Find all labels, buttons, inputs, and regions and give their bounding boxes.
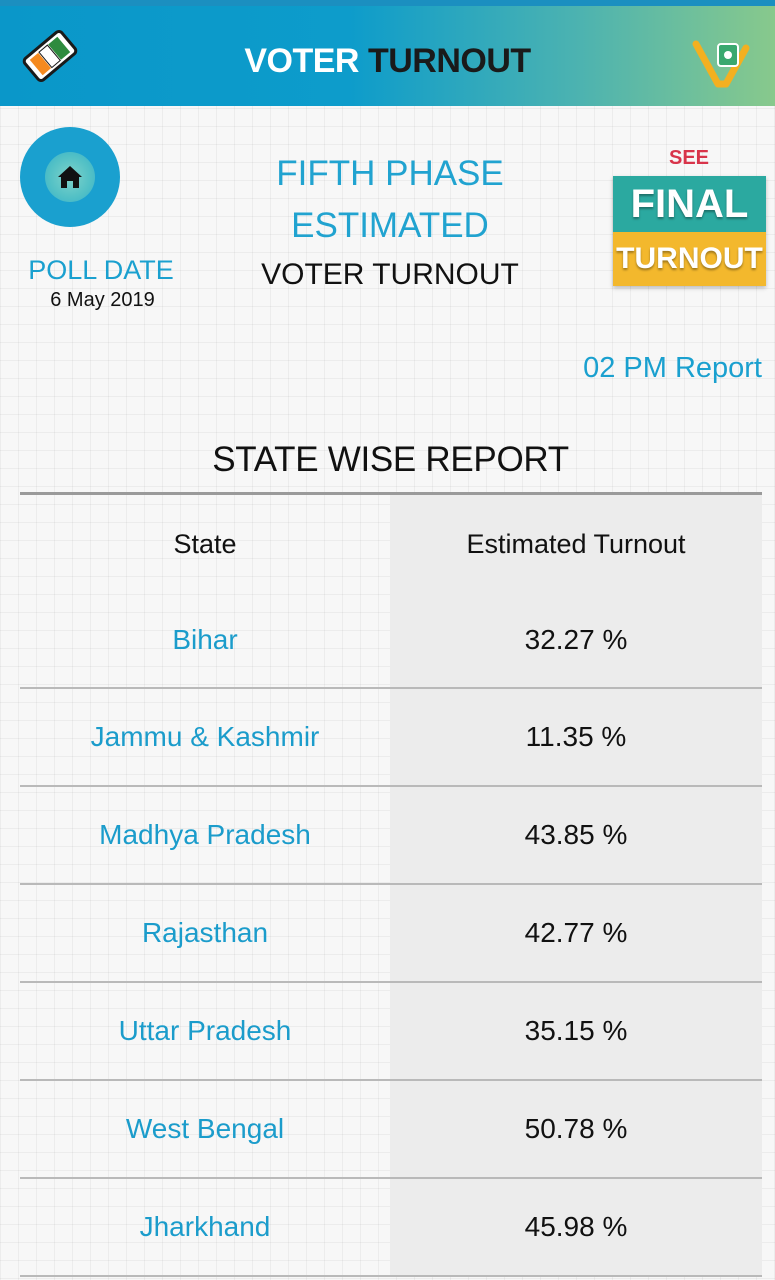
table-header-row: State Estimated Turnout	[20, 495, 762, 593]
state-turnout-table: State Estimated Turnout Bihar 32.27 % Ja…	[20, 495, 762, 1277]
final-label: FINAL	[613, 176, 766, 232]
turnout-value: 50.78 %	[524, 1113, 628, 1144]
state-cell: Jharkhand	[20, 1179, 390, 1275]
report-time: 02 PM Report	[583, 352, 762, 384]
section-title: STATE WISE REPORT	[212, 440, 569, 479]
app-title-word-2: TURNOUT	[367, 42, 531, 80]
turnout-cell: 11.35 %	[390, 689, 762, 785]
state-cell: Madhya Pradesh	[20, 787, 390, 883]
state-name[interactable]: Rajasthan	[141, 917, 269, 948]
home-icon	[58, 166, 82, 188]
phase-title-line-3: VOTER TURNOUT	[261, 258, 519, 291]
table-row[interactable]: Uttar Pradesh 35.15 %	[20, 983, 762, 1081]
app-title: VOTER TURNOUT	[0, 42, 775, 81]
state-name[interactable]: Jammu & Kashmir	[90, 721, 320, 752]
state-name[interactable]: Uttar Pradesh	[118, 1015, 292, 1046]
state-cell: Jammu & Kashmir	[20, 689, 390, 785]
state-name[interactable]: West Bengal	[125, 1113, 285, 1144]
turnout-cell: 50.78 %	[390, 1081, 762, 1177]
phase-title-line-2: ESTIMATED	[291, 206, 489, 245]
table-row[interactable]: West Bengal 50.78 %	[20, 1081, 762, 1179]
state-cell: Rajasthan	[20, 885, 390, 981]
poll-date-label: POLL DATE	[28, 255, 174, 285]
column-header-turnout: Estimated Turnout	[466, 528, 686, 559]
phase-title-line-1: FIFTH PHASE	[276, 154, 504, 193]
state-name[interactable]: Bihar	[172, 624, 238, 655]
app-header: VOTER TURNOUT	[0, 0, 775, 106]
state-cell: Uttar Pradesh	[20, 983, 390, 1079]
state-name[interactable]: Jharkhand	[139, 1211, 271, 1242]
voter-v-logo-icon[interactable]	[692, 38, 750, 88]
header-cell-turnout: Estimated Turnout	[390, 495, 762, 593]
state-cell: West Bengal	[20, 1081, 390, 1177]
turnout-value: 11.35 %	[525, 721, 627, 752]
column-header-state: State	[173, 528, 237, 559]
state-name[interactable]: Madhya Pradesh	[99, 819, 311, 850]
turnout-cell: 43.85 %	[390, 787, 762, 883]
turnout-value: 32.27 %	[524, 624, 628, 655]
home-button[interactable]	[20, 127, 120, 227]
poll-date-value: 6 May 2019	[50, 289, 155, 311]
turnout-value: 35.15 %	[524, 1015, 628, 1046]
table-row[interactable]: Jharkhand 45.98 %	[20, 1179, 762, 1277]
home-button-inner	[45, 152, 95, 202]
turnout-cell: 45.98 %	[390, 1179, 762, 1275]
table-row[interactable]: Jammu & Kashmir 11.35 %	[20, 689, 762, 787]
state-cell: Bihar	[20, 593, 390, 687]
turnout-value: 42.77 %	[524, 917, 628, 948]
table-row[interactable]: Madhya Pradesh 43.85 %	[20, 787, 762, 885]
turnout-cell: 32.27 %	[390, 593, 762, 687]
section-divider	[20, 492, 762, 495]
final-turnout-button[interactable]: FINAL TURNOUT	[613, 176, 766, 286]
table-row[interactable]: Bihar 32.27 %	[20, 593, 762, 689]
turnout-value: 45.98 %	[524, 1211, 628, 1242]
turnout-cell: 35.15 %	[390, 983, 762, 1079]
eci-tricolor-logo-icon[interactable]	[20, 28, 80, 84]
header-cell-state: State	[20, 495, 390, 593]
turnout-value: 43.85 %	[524, 819, 628, 850]
see-label: SEE	[668, 147, 710, 169]
app-title-word-1: VOTER	[244, 42, 359, 80]
turnout-label: TURNOUT	[613, 232, 766, 286]
table-row[interactable]: Rajasthan 42.77 %	[20, 885, 762, 983]
turnout-cell: 42.77 %	[390, 885, 762, 981]
